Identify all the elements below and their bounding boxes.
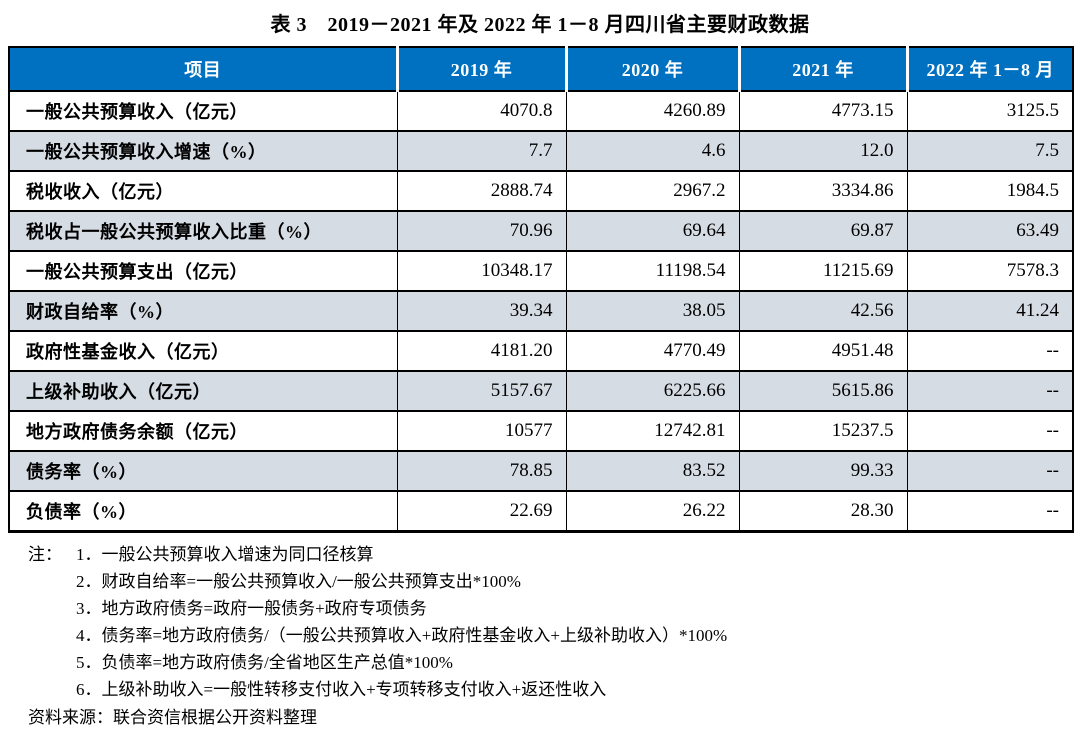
table-row: 负债率（%） 22.69 26.22 28.30 -- bbox=[9, 490, 1073, 531]
note-line: 2．财政自给率=一般公共预算收入/一般公共预算支出*100% bbox=[76, 571, 521, 591]
table-cell: 4770.49 bbox=[565, 330, 739, 371]
header-2019: 2019 年 bbox=[395, 47, 566, 92]
table-cell: 10577 bbox=[396, 410, 566, 451]
table-row: 一般公共预算支出（亿元） 10348.17 11198.54 11215.69 … bbox=[9, 250, 1073, 291]
table-row: 地方政府债务余额（亿元） 10577 12742.81 15237.5 -- bbox=[9, 410, 1073, 451]
table-row: 上级补助收入（亿元） 5157.67 6225.66 5615.86 -- bbox=[9, 370, 1073, 411]
row-label: 地方政府债务余额（亿元） bbox=[9, 410, 397, 451]
note-line: 3．地方政府债务=政府一般债务+政府专项债务 bbox=[76, 598, 427, 618]
header-row: 项目 2019 年 2020 年 2021 年 2022 年 1－8 月 bbox=[9, 47, 1073, 92]
header-2021: 2021 年 bbox=[737, 47, 907, 92]
table-title: 表 3 2019－2021 年及 2022 年 1－8 月四川省主要财政数据 bbox=[270, 14, 810, 36]
table-row: 税收收入（亿元） 2888.74 2967.2 3334.86 1984.5 bbox=[9, 170, 1073, 211]
table-row: 政府性基金收入（亿元） 4181.20 4770.49 4951.48 -- bbox=[9, 330, 1073, 371]
table-row: 一般公共预算收入（亿元） 4070.8 4260.89 4773.15 3125… bbox=[9, 90, 1073, 131]
table-cell: 70.96 bbox=[396, 210, 566, 251]
row-label: 一般公共预算收入（亿元） bbox=[9, 90, 397, 131]
table-cell: 28.30 bbox=[738, 490, 907, 531]
note-line: 6．上级补助收入=一般性转移支付收入+专项转移支付收入+返还性收入 bbox=[76, 679, 607, 699]
header-2022-jan-aug: 2022 年 1－8 月 bbox=[905, 47, 1073, 92]
table-cell: 4260.89 bbox=[565, 90, 739, 131]
row-label: 税收占一般公共预算收入比重（%） bbox=[9, 210, 397, 251]
table-row: 一般公共预算收入增速（%） 7.7 4.6 12.0 7.5 bbox=[9, 130, 1073, 171]
table-cell: 11198.54 bbox=[565, 250, 739, 291]
table-cell: 1984.5 bbox=[906, 170, 1073, 211]
table-cell: 83.52 bbox=[565, 450, 739, 491]
table-cell: -- bbox=[906, 410, 1073, 451]
table-cell: 78.85 bbox=[396, 450, 566, 491]
notes-label: 注： bbox=[28, 544, 62, 564]
table-cell: 12.0 bbox=[738, 130, 907, 171]
row-label: 一般公共预算支出（亿元） bbox=[9, 250, 397, 291]
table-cell: 63.49 bbox=[906, 210, 1073, 251]
table-cell: 7.7 bbox=[396, 130, 566, 171]
row-label: 政府性基金收入（亿元） bbox=[9, 330, 397, 371]
table-cell: 4773.15 bbox=[738, 90, 907, 131]
table-cell: -- bbox=[906, 490, 1073, 531]
table-cell: 38.05 bbox=[565, 290, 739, 331]
note-line: 4．债务率=地方政府债务/（一般公共预算收入+政府性基金收入+上级补助收入）*1… bbox=[76, 625, 728, 645]
table-cell: 4.6 bbox=[565, 130, 739, 171]
row-label: 负债率（%） bbox=[9, 490, 397, 531]
table-row: 财政自给率（%） 39.34 38.05 42.56 41.24 bbox=[9, 290, 1073, 331]
table-row: 债务率（%） 78.85 83.52 99.33 -- bbox=[9, 450, 1073, 491]
table-cell: 39.34 bbox=[396, 290, 566, 331]
row-label: 债务率（%） bbox=[9, 450, 397, 491]
row-label: 税收收入（亿元） bbox=[9, 170, 397, 211]
table-cell: 7.5 bbox=[906, 130, 1073, 171]
table-cell: 3334.86 bbox=[738, 170, 907, 211]
fiscal-data-table: 项目 2019 年 2020 年 2021 年 2022 年 1－8 月 一般公… bbox=[8, 46, 1074, 533]
row-label: 财政自给率（%） bbox=[9, 290, 397, 331]
table-cell: 99.33 bbox=[738, 450, 907, 491]
table-cell: 69.87 bbox=[738, 210, 907, 251]
row-label: 一般公共预算收入增速（%） bbox=[9, 130, 397, 171]
note-line: 1．一般公共预算收入增速为同口径核算 bbox=[76, 544, 374, 564]
table-notes: 注： 1．一般公共预算收入增速为同口径核算 2．财政自给率=一般公共预算收入/一… bbox=[0, 541, 1080, 703]
table-row: 税收占一般公共预算收入比重（%） 70.96 69.64 69.87 63.49 bbox=[9, 210, 1073, 251]
header-item: 项目 bbox=[9, 47, 397, 92]
header-2020: 2020 年 bbox=[564, 47, 739, 92]
table-cell: 4181.20 bbox=[396, 330, 566, 371]
table-cell: 4070.8 bbox=[396, 90, 566, 131]
table-cell: 42.56 bbox=[738, 290, 907, 331]
row-label: 上级补助收入（亿元） bbox=[9, 370, 397, 411]
table-cell: 6225.66 bbox=[565, 370, 739, 411]
table-cell: 69.64 bbox=[565, 210, 739, 251]
table-cell: 41.24 bbox=[906, 290, 1073, 331]
table-cell: -- bbox=[906, 450, 1073, 491]
table-cell: 10348.17 bbox=[396, 250, 566, 291]
table-cell: 5157.67 bbox=[396, 370, 566, 411]
table-cell: -- bbox=[906, 330, 1073, 371]
table-cell: 12742.81 bbox=[565, 410, 739, 451]
table-cell: 26.22 bbox=[565, 490, 739, 531]
table-cell: 2888.74 bbox=[396, 170, 566, 211]
table-cell: 5615.86 bbox=[738, 370, 907, 411]
note-line: 5．负债率=地方政府债务/全省地区生产总值*100% bbox=[76, 652, 453, 672]
table-cell: 22.69 bbox=[396, 490, 566, 531]
data-source: 资料来源：联合资信根据公开资料整理 bbox=[28, 707, 317, 727]
notes-list: 1．一般公共预算收入增速为同口径核算 2．财政自给率=一般公共预算收入/一般公共… bbox=[76, 541, 1080, 703]
table-cell: 4951.48 bbox=[738, 330, 907, 371]
table-cell: -- bbox=[906, 370, 1073, 411]
table-cell: 15237.5 bbox=[738, 410, 907, 451]
table-cell: 7578.3 bbox=[906, 250, 1073, 291]
table-cell: 3125.5 bbox=[906, 90, 1073, 131]
table-cell: 2967.2 bbox=[565, 170, 739, 211]
table-cell: 11215.69 bbox=[738, 250, 907, 291]
